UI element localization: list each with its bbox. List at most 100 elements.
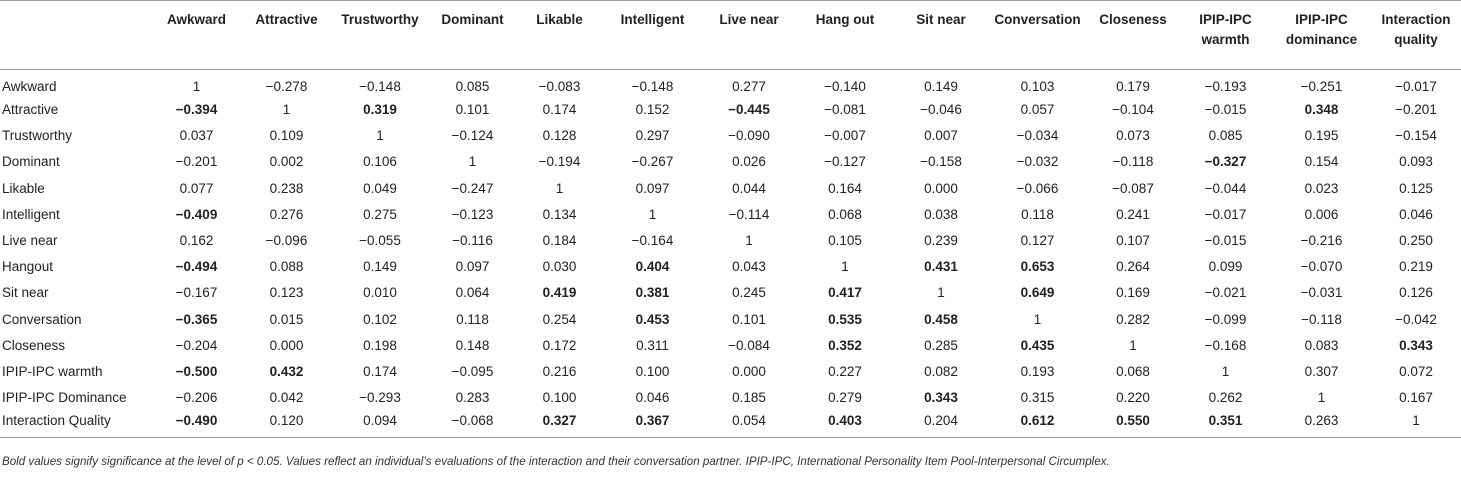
table-cell: −0.068: [429, 411, 516, 439]
table-cell: 0.054: [702, 411, 796, 439]
row-label: IPIP-IPC Dominance: [2, 390, 127, 406]
table-cell: −0.158: [920, 154, 962, 170]
corner-cell: [0, 0, 151, 70]
table-cell: 0.107: [1116, 233, 1150, 249]
table-cell: 0.164: [828, 180, 862, 196]
table-cell: −0.409: [175, 206, 218, 222]
table-header: Awkward Attractive Trustworthy Dominant Lika…: [0, 0, 1461, 70]
table-cell: 0.109: [269, 128, 304, 144]
column-header: Likable: [516, 0, 603, 70]
table-cell: −0.201: [1395, 102, 1437, 118]
table-cell: −0.127: [824, 154, 866, 170]
table-cell: 0.106: [363, 154, 397, 170]
table-cell: −0.216: [1300, 233, 1343, 249]
row-label: Attractive: [2, 102, 59, 118]
table-row: Sit near −0.167 0.123 0.010 0.064 0.419 0.381 0…: [0, 280, 1461, 306]
table-cell: 0.315: [1020, 390, 1055, 406]
table-cell: −0.114: [728, 206, 770, 222]
column-header: Intelligent: [603, 0, 702, 70]
table-cell: 0.404: [635, 259, 670, 275]
table-cell: 0.154: [1304, 154, 1339, 170]
row-label: Closeness: [2, 337, 66, 353]
column-header: Hang out: [796, 0, 894, 70]
table-cell: −0.278: [265, 79, 308, 94]
table-cell: 1: [376, 128, 384, 144]
table-cell: 0.046: [1399, 206, 1433, 222]
correlation-table: Awkward Attractive Trustworthy Dominant Lika…: [0, 0, 1461, 439]
header-row: Awkward Attractive Trustworthy Dominant Lika…: [0, 0, 1461, 70]
table-cell: 0.128: [542, 128, 577, 144]
table-cell: 0.167: [1399, 390, 1433, 406]
table-cell: 0.381: [635, 285, 670, 301]
table-cell: −0.118: [1112, 154, 1154, 170]
table-cell: 0.049: [363, 180, 397, 196]
table-cell: 0.046: [635, 390, 670, 406]
table-cell: 0.172: [542, 337, 577, 353]
column-header: Attractive: [242, 0, 331, 70]
table-cell: 0.068: [828, 206, 862, 222]
table-cell: −0.066: [1016, 180, 1059, 196]
table-row: Intelligent −0.409 0.276 0.275 −0.123 0.134 1 −…: [0, 202, 1461, 228]
table-cell: 0.015: [269, 311, 304, 327]
table-cell: −0.046: [920, 102, 962, 118]
table-cell: −0.021: [1204, 285, 1247, 301]
column-header: Dominant: [429, 0, 516, 70]
table-cell: 0.174: [363, 363, 397, 379]
table-cell: −0.445: [728, 102, 770, 118]
table-cell: 0.083: [1304, 337, 1339, 353]
table-cell: 0.432: [269, 363, 304, 379]
table-cell: 0.085: [1208, 128, 1243, 144]
table-cell: 0.126: [1399, 285, 1433, 301]
table-cell: 0.123: [269, 285, 304, 301]
table-cell: −0.267: [631, 154, 674, 170]
table-cell: 0.010: [363, 285, 397, 301]
table-cell: −0.204: [175, 337, 218, 353]
table-cell: 0.030: [542, 259, 577, 275]
table-cell: 0.263: [1272, 411, 1371, 439]
table-row: Dominant −0.201 0.002 0.106 1 −0.194 −0.267 0.0…: [0, 149, 1461, 175]
table-cell: −0.194: [538, 154, 581, 170]
table-cell: 0.351: [1179, 411, 1272, 439]
table-row: Trustworthy 0.037 0.109 1 −0.124 0.128 0.297 −0…: [0, 123, 1461, 149]
table-cell: 0.088: [269, 259, 304, 275]
table-cell: −0.193: [1204, 79, 1247, 94]
table-cell: −0.118: [1301, 311, 1342, 327]
table-cell: −0.293: [359, 390, 401, 406]
table-cell: 0.007: [924, 128, 958, 144]
column-header: Conversation: [988, 0, 1087, 70]
table-cell: 1: [1371, 411, 1461, 439]
table-cell: 0.043: [732, 259, 766, 275]
table-cell: 0.185: [732, 390, 766, 406]
table-cell: 0.219: [1399, 259, 1433, 275]
table-cell: 0.403: [796, 411, 894, 439]
table-cell: 1: [468, 154, 477, 170]
table-cell: 0.458: [924, 311, 958, 327]
table-cell: 0.550: [1087, 411, 1179, 439]
table-cell: 1: [937, 285, 945, 301]
table-cell: 1: [1221, 363, 1230, 379]
table-cell: 0.118: [1021, 206, 1054, 222]
table-cell: −0.124: [451, 128, 494, 144]
table-cell: 0.101: [455, 102, 490, 118]
table-cell: 0.082: [924, 363, 958, 379]
table-body: Awkward 1 −0.278 −0.148 0.085 −0.083 −0.148 0.2…: [0, 70, 1461, 439]
table-cell: 0.149: [363, 259, 397, 275]
table-cell: −0.096: [265, 233, 308, 249]
table-cell: 0.148: [455, 337, 490, 353]
table-cell: −0.206: [175, 390, 218, 406]
table-cell: 0.127: [1020, 233, 1055, 249]
table-cell: 0.241: [1116, 206, 1150, 222]
column-header: Trustworthy: [331, 0, 429, 70]
table-cell: 0.254: [542, 311, 577, 327]
table-cell: −0.070: [1300, 259, 1343, 275]
table-cell: 0.134: [542, 206, 577, 222]
table-cell: −0.015: [1204, 102, 1247, 118]
table-cell: 0.042: [269, 390, 304, 406]
table-cell: 0.064: [455, 285, 490, 301]
table-cell: 0.276: [269, 206, 304, 222]
table-cell: 1: [1033, 311, 1042, 327]
table-cell: −0.201: [175, 154, 218, 170]
table-cell: 0.057: [1020, 102, 1055, 118]
table-cell: 0.184: [542, 233, 577, 249]
table-cell: 0.307: [1304, 363, 1339, 379]
